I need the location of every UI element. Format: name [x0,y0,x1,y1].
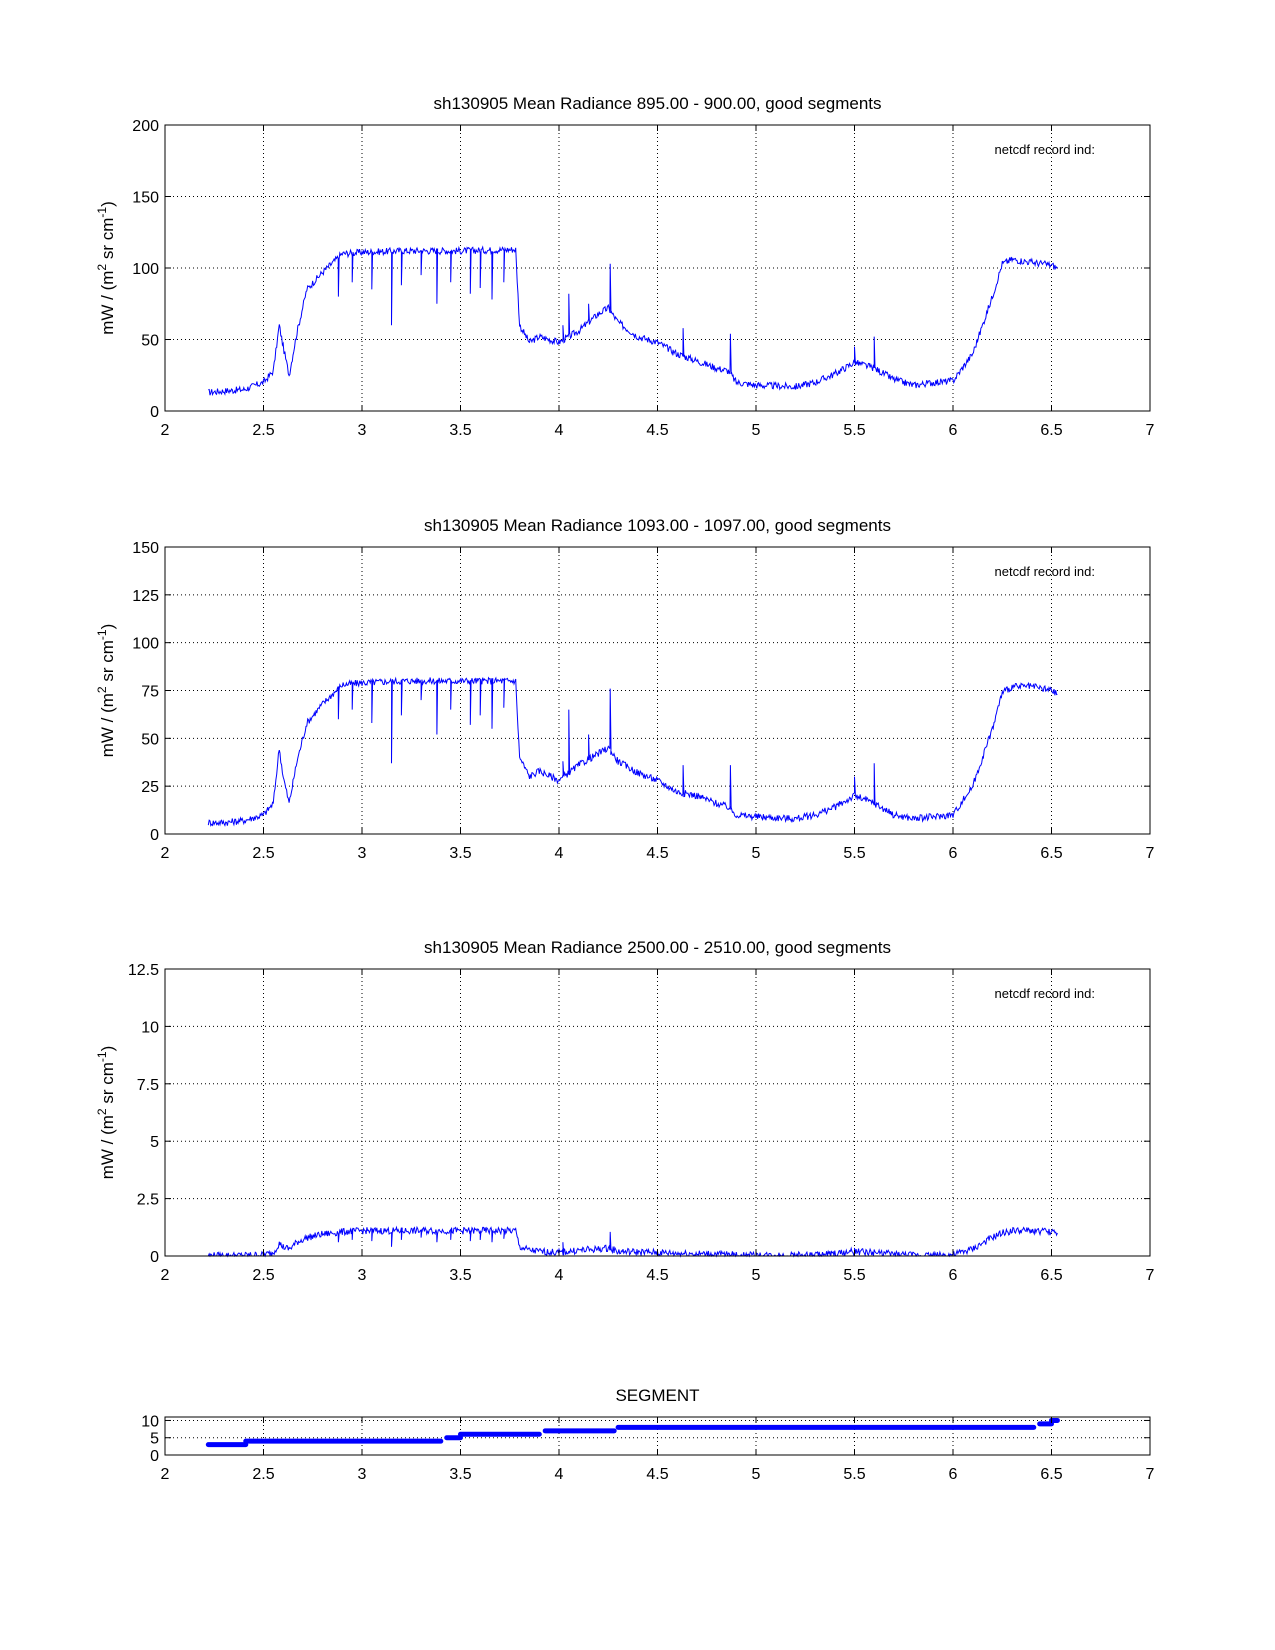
y-tick-label: 0 [150,404,159,421]
x-tick-label: 2 [161,1267,170,1284]
x-tick-label: 3.5 [449,422,471,439]
x-tick-label: 2.5 [252,1466,274,1483]
y-tick-label: 10 [141,1019,159,1036]
y-tick-label: 5 [150,1134,159,1151]
radiance-chart-2500-2510: sh130905 Mean Radiance 2500.00 - 2510.00… [95,938,1155,1284]
y-tick-label: 5 [150,1431,159,1448]
x-tick-label: 2.5 [252,1267,274,1284]
x-tick-label: 3.5 [449,1466,471,1483]
chart-title: SEGMENT [615,1386,699,1405]
x-tick-label: 5 [752,845,761,862]
axes-frame [164,968,1151,1257]
x-tick-label: 6.5 [1040,1267,1062,1284]
x-tick-label: 4 [555,422,564,439]
y-tick-label: 0 [150,1249,159,1266]
radiance-chart-895-900: sh130905 Mean Radiance 895.00 - 900.00, … [95,94,1155,439]
x-tick-label: 6 [949,1466,958,1483]
x-tick-label: 3 [358,845,367,862]
record-index-annotation: netcdf record ind: [995,564,1095,579]
x-tick-label: 7 [1146,845,1155,862]
radiance-series-line [208,245,1058,397]
x-tick-label: 5.5 [843,1267,865,1284]
y-tick-label: 0 [150,827,159,844]
x-tick-label: 4.5 [646,1466,668,1483]
y-tick-label: 75 [141,684,159,701]
y-axis-label: mW / (m2 sr cm-1) [95,1046,117,1180]
y-tick-label: 10 [141,1413,159,1430]
y-tick-label: 2.5 [137,1192,159,1209]
radiance-series-line [207,1225,1058,1258]
y-tick-label: 50 [141,333,159,350]
x-tick-label: 6.5 [1040,422,1062,439]
x-tick-label: 2 [161,1466,170,1483]
x-tick-label: 4.5 [646,422,668,439]
x-tick-label: 4 [555,1466,564,1483]
x-tick-label: 2 [161,845,170,862]
x-tick-label: 7 [1146,1267,1155,1284]
x-tick-label: 7 [1146,1466,1155,1483]
x-tick-label: 5.5 [843,845,865,862]
x-tick-label: 5 [752,1466,761,1483]
x-tick-label: 7 [1146,422,1155,439]
x-tick-label: 5.5 [843,422,865,439]
x-tick-label: 6 [949,1267,958,1284]
record-index-annotation: netcdf record ind: [995,142,1095,157]
radiance-series-line [207,676,1058,827]
x-tick-label: 4.5 [646,1267,668,1284]
x-tick-label: 3.5 [449,1267,471,1284]
x-tick-label: 2.5 [252,845,274,862]
y-tick-label: 100 [132,636,159,653]
x-tick-label: 2.5 [252,422,274,439]
x-tick-label: 5.5 [843,1466,865,1483]
x-tick-label: 6.5 [1040,845,1062,862]
x-tick-label: 4 [555,845,564,862]
y-tick-label: 12.5 [128,962,159,979]
x-tick-label: 5 [752,422,761,439]
chart-title: sh130905 Mean Radiance 2500.00 - 2510.00… [424,938,891,957]
x-tick-label: 3.5 [449,845,471,862]
x-tick-label: 2 [161,422,170,439]
y-tick-label: 125 [132,588,159,605]
y-tick-label: 25 [141,779,159,796]
x-tick-label: 6 [949,845,958,862]
radiance-chart-1093-1097: sh130905 Mean Radiance 1093.00 - 1097.00… [95,516,1155,862]
x-tick-label: 3 [358,1466,367,1483]
chart-title: sh130905 Mean Radiance 895.00 - 900.00, … [434,94,882,113]
x-tick-label: 5 [752,1267,761,1284]
y-tick-label: 200 [132,118,159,135]
x-tick-label: 3 [358,1267,367,1284]
x-tick-label: 4.5 [646,845,668,862]
chart-title: sh130905 Mean Radiance 1093.00 - 1097.00… [424,516,891,535]
y-axis-label: mW / (m2 sr cm-1) [95,201,117,335]
y-tick-label: 150 [132,540,159,557]
record-index-annotation: netcdf record ind: [995,986,1095,1001]
y-tick-label: 150 [132,190,159,207]
y-tick-label: 100 [132,261,159,278]
x-tick-label: 6 [949,422,958,439]
x-tick-label: 3 [358,422,367,439]
y-axis-label: mW / (m2 sr cm-1) [95,624,117,758]
x-tick-label: 4 [555,1267,564,1284]
y-tick-label: 7.5 [137,1077,159,1094]
x-tick-label: 6.5 [1040,1466,1062,1483]
y-tick-label: 50 [141,731,159,748]
y-tick-label: 0 [150,1448,159,1465]
